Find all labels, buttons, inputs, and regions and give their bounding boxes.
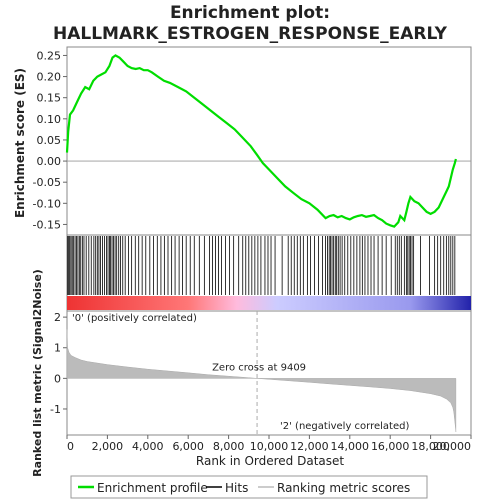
rank-color-bar [67,296,471,310]
legend-hits-label: Hits [225,481,248,495]
x-tick-label: 18,000 [411,440,450,453]
enrichment-profile-line [65,54,457,228]
zero-cross-label: Zero cross at 9409 [212,362,306,373]
x-axis-ticks: 0 2,000 4,000 6,000 8,000 10,000 12,000 14,000 1… [66,435,472,453]
x-tick-label: 20,000 [433,440,472,453]
x-tick-label: 10,000 [250,440,289,453]
es-tick-label: 0.20 [37,71,62,84]
es-tick-label: -0.10 [33,197,61,210]
x-tick-label: 16,000 [371,440,410,453]
metric-tick-label: -1 [50,403,61,416]
chart-subtitle: HALLMARK_ESTROGEN_RESPONSE_EARLY [53,24,448,44]
metric-tick-label: 0 [54,372,61,385]
negative-correlation-label: '2' (negatively correlated) [280,421,409,432]
legend-enrichment-label: Enrichment profile [97,481,208,495]
es-tick-label: -0.05 [33,176,61,189]
x-tick-label: 4,000 [132,440,164,453]
es-tick-label: 0.05 [37,134,62,147]
chart-title: Enrichment plot: [170,3,330,23]
hit-markers [67,236,456,295]
x-axis-label: Rank in Ordered Dataset [196,454,344,468]
metric-tick-label: 1 [54,342,61,355]
es-tick-label: 0.25 [37,49,62,62]
metric-y-axis-label: Ranked list metric (Signal2Noise) [31,269,44,477]
ranking-metric-area [66,329,457,432]
es-tick-label: 0.00 [37,155,62,168]
legend-ranking-label: Ranking metric scores [277,481,410,495]
es-panel-frame [66,46,472,236]
legend-box [70,475,428,499]
es-y-ticks: 0.25 0.20 0.15 0.10 0.05 0.00 -0.05 -0.10 -0.15 [33,49,67,231]
es-tick-label: 0.10 [37,113,62,126]
metric-y-ticks: 2 1 0 -1 [50,311,67,416]
es-tick-label: -0.15 [33,218,61,231]
es-tick-label: 0.15 [37,92,62,105]
positive-correlation-label: '0' (positively correlated) [72,313,197,324]
metric-tick-label: 2 [54,311,61,324]
x-tick-label: 14,000 [331,440,370,453]
x-tick-label: 8,000 [213,440,245,453]
x-tick-label: 2,000 [92,440,124,453]
x-tick-label: 12,000 [290,440,329,453]
es-y-axis-label: Enrichment score (ES) [13,68,27,218]
x-tick-label: 0 [67,440,74,453]
x-tick-label: 6,000 [172,440,204,453]
